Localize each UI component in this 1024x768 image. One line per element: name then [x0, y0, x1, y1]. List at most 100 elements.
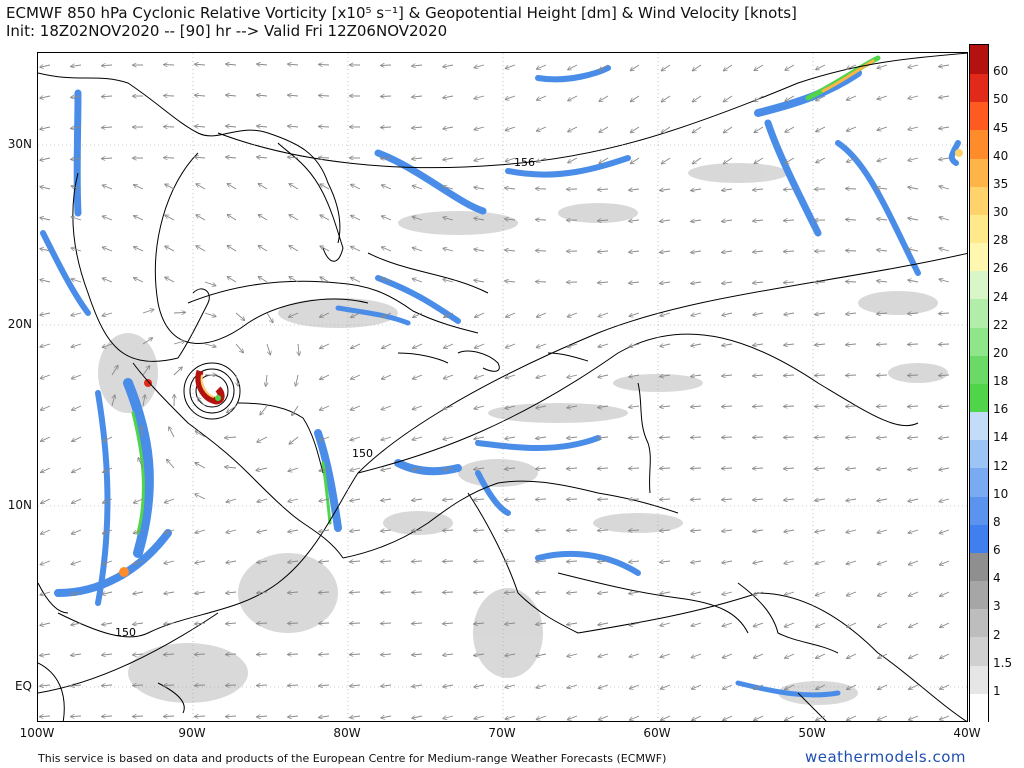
wind-arrow: [505, 499, 516, 500]
wind-arrow: [877, 375, 888, 376]
wind-arrow: [846, 375, 857, 376]
wind-arrow: [289, 436, 299, 444]
wind-arrow: [785, 591, 795, 595]
wind-arrow: [259, 215, 268, 221]
wind-arrow: [351, 405, 361, 410]
wind-arrow: [167, 460, 175, 469]
wind-arrow: [226, 654, 237, 655]
wind-arrow: [878, 95, 888, 99]
wind-arrow: [226, 157, 237, 158]
wind-arrow: [257, 64, 268, 65]
wind-arrow: [412, 65, 423, 66]
wind-arrow: [537, 312, 547, 317]
wind-arrow: [257, 561, 268, 563]
wind-arrow: [598, 499, 609, 500]
wind-arrow: [204, 312, 216, 316]
wind-arrow: [133, 685, 144, 686]
wind-arrow: [72, 405, 82, 410]
wind-arrow: [319, 530, 330, 532]
wind-arrow: [662, 126, 671, 133]
wind-arrow: [909, 653, 919, 658]
colorbar-segment: [970, 552, 988, 581]
wind-arrow: [753, 282, 764, 283]
wind-arrow: [847, 684, 857, 689]
wind-arrow: [72, 217, 82, 221]
wind-arrow: [40, 591, 51, 595]
wind-arrow: [567, 406, 578, 408]
wind-arrow: [256, 468, 268, 470]
wind-arrow: [877, 437, 888, 438]
wind-arrow: [816, 653, 826, 658]
wind-arrow: [195, 157, 206, 158]
wind-arrow: [236, 374, 238, 386]
wind-arrow: [692, 684, 702, 689]
wind-arrow: [474, 592, 485, 593]
wind-arrow: [474, 127, 485, 130]
wind-arrow: [173, 367, 182, 376]
colorbar-segment: [970, 242, 988, 272]
wind-arrow: [40, 249, 51, 251]
wind-arrow: [133, 654, 144, 655]
wind-arrow: [846, 220, 857, 221]
wind-arrow: [102, 716, 113, 717]
wind-arrow: [908, 437, 919, 438]
lon-label-40w: 40W: [953, 726, 981, 740]
wind-arrow: [598, 654, 609, 657]
wind-arrow: [226, 126, 237, 127]
wind-arrow: [722, 344, 733, 346]
wind-arrow: [320, 374, 330, 379]
wind-arrow: [753, 591, 764, 595]
wind-arrow: [412, 158, 423, 159]
wind-arrow: [536, 654, 547, 656]
colorbar-tick-label: 12: [993, 458, 1009, 473]
colorbar-tick-label: 16: [993, 402, 1009, 417]
wind-arrow: [753, 344, 764, 345]
wind-arrow: [568, 312, 578, 317]
wind-arrow: [506, 312, 516, 317]
wind-arrow: [878, 560, 888, 564]
wind-arrow: [505, 250, 516, 251]
wind-arrow: [816, 64, 826, 70]
wind-arrow: [506, 374, 516, 378]
wind-arrow: [691, 251, 702, 253]
wind-arrow: [660, 623, 671, 626]
wind-arrow: [536, 437, 547, 439]
wind-arrow: [505, 561, 516, 562]
wind-arrow: [785, 715, 795, 720]
wind-arrow: [443, 127, 454, 129]
wind-arrow: [103, 436, 113, 441]
wind-arrow: [292, 405, 299, 415]
wind-arrow: [102, 313, 113, 316]
wind-arrow: [660, 375, 671, 377]
wind-arrow: [908, 187, 919, 189]
wind-arrow: [257, 530, 268, 532]
wind-arrow: [662, 64, 671, 71]
wind-arrow: [506, 126, 516, 130]
wind-arrow: [195, 592, 206, 594]
wind-arrow: [598, 623, 609, 625]
wind-arrow: [412, 685, 423, 687]
wind-arrow: [102, 65, 113, 66]
wind-arrow: [319, 592, 330, 593]
wind-arrow: [784, 251, 795, 252]
wind-arrow: [940, 560, 950, 565]
wind-arrow: [257, 436, 268, 442]
wind-arrow: [257, 716, 268, 717]
wind-arrow: [722, 437, 733, 438]
wind-arrow: [320, 436, 330, 441]
colorbar-tick-label: 26: [993, 261, 1009, 276]
wind-arrow: [226, 95, 237, 96]
wind-arrow: [226, 561, 237, 563]
wind-arrow: [724, 95, 733, 102]
wind-arrow: [537, 715, 547, 719]
colorbar-tick-label: 8: [993, 514, 1001, 529]
wind-arrow: [319, 623, 330, 624]
wind-arrow: [505, 406, 516, 408]
wind-arrow: [196, 215, 206, 221]
wind-arrow: [320, 277, 330, 283]
wind-arrow: [443, 65, 454, 67]
wind-arrow: [816, 622, 826, 627]
colorbar-segment: [970, 157, 988, 187]
wind-arrow: [629, 561, 640, 562]
wind-arrow: [413, 186, 423, 190]
